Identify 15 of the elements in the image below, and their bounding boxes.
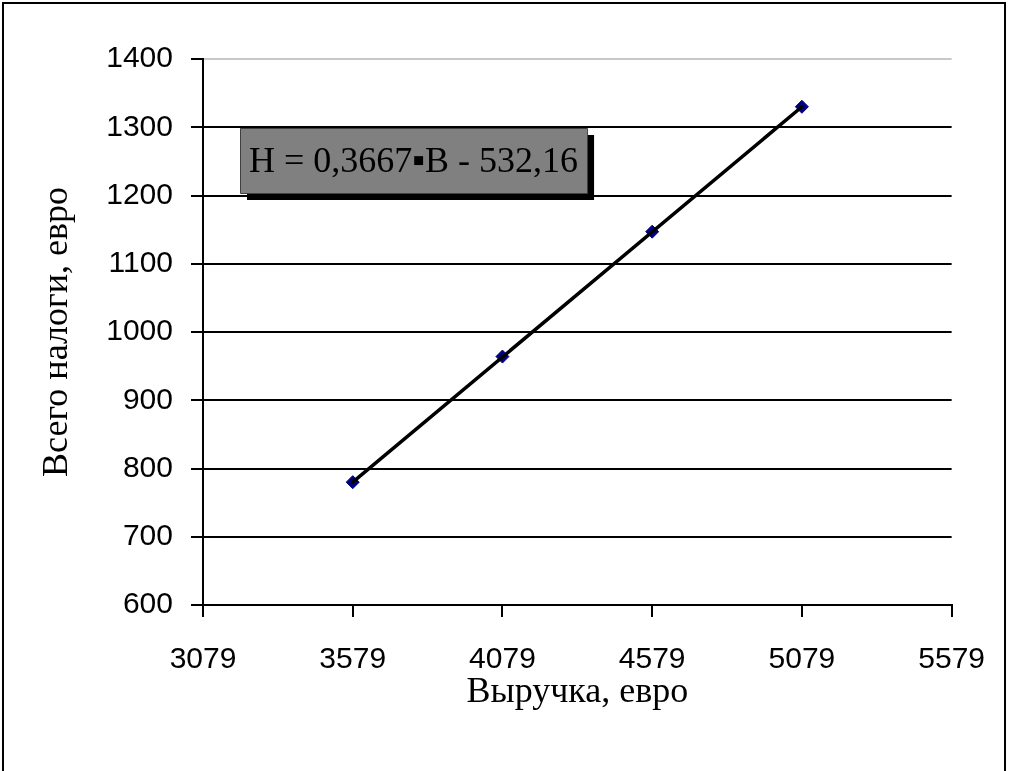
- y-tick-label: 1200: [106, 176, 173, 210]
- y-tick-label: 1000: [106, 313, 173, 347]
- x-tick-label: 5579: [918, 641, 986, 675]
- y-tick-label: 1100: [108, 245, 173, 279]
- y-tick-label: 900: [122, 381, 173, 415]
- x-tick-label: 3079: [169, 641, 237, 675]
- y-tick-label: 1400: [106, 40, 173, 74]
- x-tick-label: 3579: [319, 641, 387, 675]
- y-tick-label: 800: [122, 449, 173, 483]
- y-axis-title: Всего налоги, евро: [35, 187, 76, 477]
- annotation: Н = 0,3667▪В - 532,16: [249, 139, 579, 180]
- y-tick-label: 700: [122, 518, 173, 552]
- x-tick-label: 5079: [768, 641, 836, 675]
- y-tick-label: 600: [122, 586, 173, 620]
- y-tick-label: 1300: [106, 108, 173, 142]
